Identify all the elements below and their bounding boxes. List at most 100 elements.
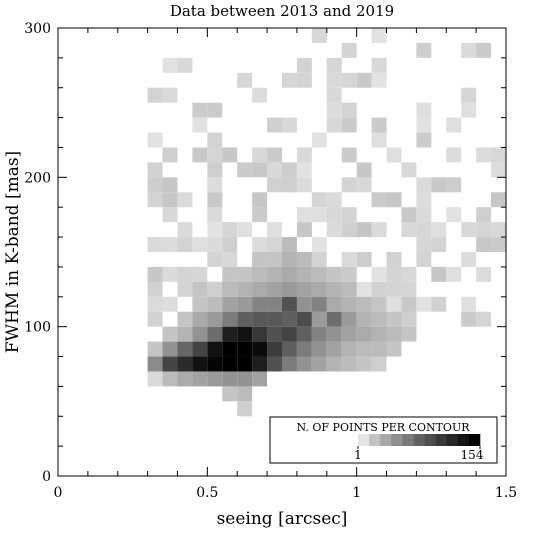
legend-title: N. OF POINTS PER CONTOUR [297, 421, 471, 434]
sparse-bin [356, 72, 372, 88]
heatmap-bin [207, 326, 223, 342]
sparse-bin [461, 252, 477, 267]
sparse-bin [296, 162, 312, 178]
sparse-bin [192, 102, 208, 118]
heatmap-bin [267, 356, 282, 372]
sparse-bin [416, 207, 432, 223]
sparse-bin [446, 266, 462, 282]
sparse-bin [207, 132, 223, 148]
sparse-bin [177, 266, 193, 282]
sparse-bin [326, 117, 342, 133]
heatmap-bin [341, 296, 357, 312]
sparse-bin [446, 117, 462, 133]
sparse-bin [162, 192, 178, 208]
y-tick-label: 0 [42, 469, 51, 485]
heatmap-bin [371, 311, 387, 327]
legend-swatch [424, 434, 436, 446]
sparse-bin [192, 281, 208, 297]
sparse-bin [177, 57, 193, 73]
sparse-bin [341, 72, 357, 88]
heatmap-bin [386, 326, 402, 342]
sparse-bin [147, 311, 163, 327]
sparse-bin [491, 162, 506, 178]
heatmap-bin [341, 326, 357, 342]
sparse-bin [222, 252, 238, 267]
heatmap-bin [296, 326, 312, 342]
heatmap-bin [252, 281, 268, 297]
sparse-bin [311, 132, 327, 148]
heatmap-bin [311, 296, 327, 312]
heatmap-bin [237, 281, 253, 297]
sparse-bin [296, 57, 312, 73]
sparse-bin [356, 177, 372, 193]
sparse-bin [416, 296, 432, 312]
heatmap-bin [237, 266, 253, 282]
heatmap-bin [207, 371, 223, 387]
sparse-bin [222, 147, 238, 163]
heatmap-bin [222, 281, 238, 297]
sparse-bin [326, 207, 342, 223]
sparse-bin [416, 237, 432, 252]
sparse-bin [237, 162, 253, 178]
sparse-bin [401, 296, 417, 312]
legend-swatch [369, 434, 381, 446]
sparse-bin [356, 281, 372, 297]
sparse-bin [162, 57, 178, 73]
sparse-bin [371, 28, 387, 43]
sparse-bin [311, 192, 327, 208]
sparse-bin [237, 222, 253, 238]
sparse-bin [491, 192, 506, 208]
heatmap-bin [282, 237, 297, 252]
sparse-bin [222, 222, 238, 238]
legend-min-label: 1 [354, 448, 362, 462]
sparse-bin [147, 296, 163, 312]
heatmap-bin [371, 341, 387, 357]
x-tick-label: 1 [352, 485, 361, 501]
heatmap-bin [252, 356, 268, 372]
sparse-bin [371, 57, 387, 73]
heatmap-bin [282, 326, 297, 342]
sparse-bin [461, 296, 477, 312]
heatmap-bin [147, 371, 163, 387]
heatmap-bin [282, 356, 297, 372]
sparse-bin [311, 252, 327, 267]
chart-title: Data between 2013 and 2019 [170, 2, 394, 20]
sparse-bin [476, 222, 492, 238]
heatmap-bin [192, 311, 208, 327]
heatmap-bin [282, 341, 297, 357]
heatmap-bin [296, 341, 312, 357]
heatmap-bin [177, 326, 193, 342]
heatmap-bin [326, 326, 342, 342]
sparse-bin [282, 117, 297, 133]
heatmap-bin [237, 311, 253, 327]
heatmap-bin [311, 281, 327, 297]
heatmap-bin [252, 311, 268, 327]
sparse-bin [147, 266, 163, 282]
sparse-bins-layer [147, 28, 506, 327]
sparse-bin [207, 177, 223, 193]
sparse-bin [296, 147, 312, 163]
sparse-bin [371, 117, 387, 133]
x-tick-label: 1.5 [495, 485, 517, 501]
sparse-bin [371, 222, 387, 238]
heatmap-bin [252, 326, 268, 342]
sparse-bin [446, 177, 462, 193]
sparse-bin [326, 87, 342, 103]
sparse-bin [491, 147, 506, 163]
sparse-bin [222, 237, 238, 252]
sparse-bin [177, 192, 193, 208]
sparse-bin [416, 192, 432, 208]
sparse-bin [431, 237, 447, 252]
sparse-bin [252, 162, 268, 178]
heatmap-bin [147, 341, 163, 357]
legend-max-label: 154 [461, 448, 484, 462]
sparse-bin [341, 117, 357, 133]
heatmap-bin [252, 296, 268, 312]
heatmap-bin [296, 281, 312, 297]
sparse-bin [341, 147, 357, 163]
sparse-bin [162, 87, 178, 103]
heatmap-bin [267, 266, 282, 282]
sparse-bin [207, 222, 223, 238]
heatmap-bin [267, 341, 282, 357]
sparse-bin [476, 237, 492, 252]
